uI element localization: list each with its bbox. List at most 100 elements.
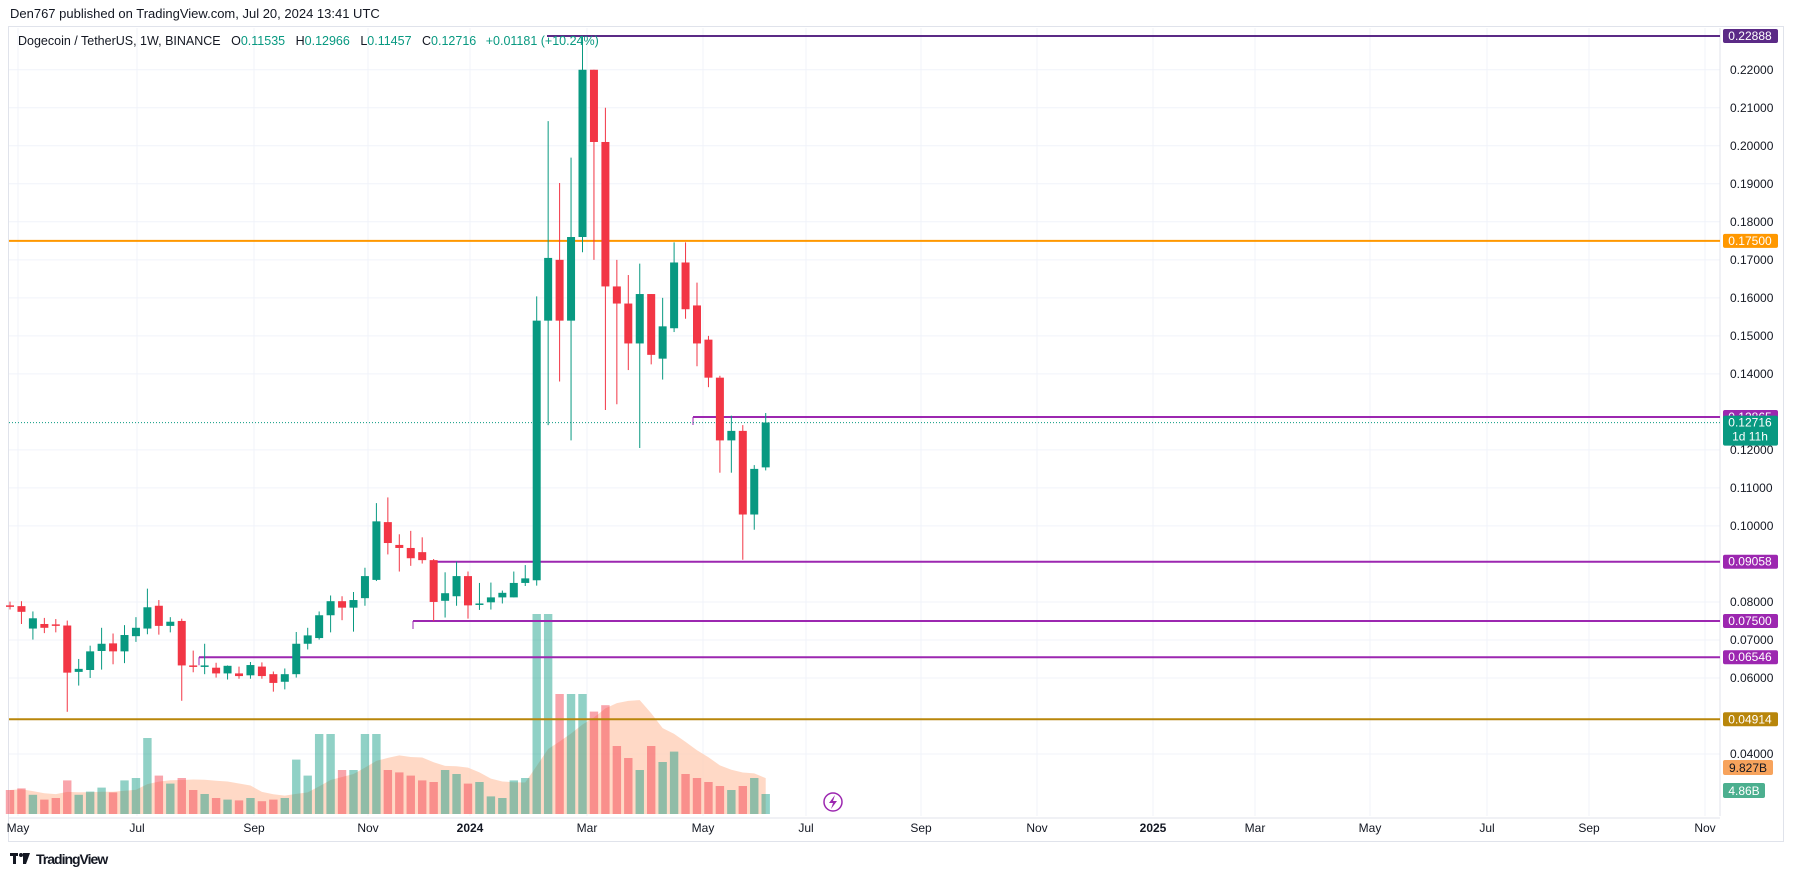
candle-body[interactable] bbox=[612, 286, 621, 304]
candle-body[interactable] bbox=[715, 377, 724, 441]
candle-body[interactable] bbox=[109, 643, 118, 652]
volume-bar[interactable] bbox=[452, 774, 461, 814]
volume-bar[interactable] bbox=[234, 800, 244, 814]
volume-bar[interactable] bbox=[647, 746, 656, 814]
volume-bar[interactable] bbox=[669, 751, 679, 814]
volume-bar[interactable] bbox=[761, 794, 770, 814]
candle-body[interactable] bbox=[212, 667, 221, 674]
volume-bar[interactable] bbox=[475, 782, 484, 814]
volume-bar[interactable] bbox=[440, 770, 450, 814]
candle-body[interactable] bbox=[647, 294, 656, 355]
candle-body[interactable] bbox=[6, 605, 14, 607]
candle-body[interactable] bbox=[567, 237, 576, 321]
candle-body[interactable] bbox=[143, 607, 152, 629]
volume-bar[interactable] bbox=[326, 734, 335, 814]
volume-bar[interactable] bbox=[521, 778, 530, 814]
volume-bar[interactable] bbox=[395, 772, 404, 814]
volume-bar[interactable] bbox=[566, 694, 576, 814]
level-price-tag[interactable] bbox=[1723, 233, 1778, 248]
candle-body[interactable] bbox=[200, 665, 209, 667]
volume-bar[interactable] bbox=[555, 694, 564, 814]
volume-bar[interactable] bbox=[658, 762, 667, 814]
volume-bar[interactable] bbox=[418, 780, 427, 814]
candle-body[interactable] bbox=[452, 576, 461, 597]
volume-bar[interactable] bbox=[589, 711, 599, 814]
candle-body[interactable] bbox=[235, 673, 243, 677]
volume-bar[interactable] bbox=[177, 778, 186, 814]
candle-body[interactable] bbox=[509, 582, 518, 598]
candle-body[interactable] bbox=[86, 651, 95, 670]
volume-bar[interactable] bbox=[727, 790, 736, 814]
volume-bar[interactable] bbox=[292, 759, 301, 814]
volume-bar[interactable] bbox=[486, 796, 496, 814]
candle-body[interactable] bbox=[475, 603, 484, 605]
volume-bar[interactable] bbox=[63, 780, 72, 814]
level-price-tag[interactable] bbox=[1723, 650, 1778, 665]
volume-bar[interactable] bbox=[360, 734, 370, 814]
volume-bar[interactable] bbox=[211, 798, 221, 814]
candle-body[interactable] bbox=[727, 430, 736, 441]
volume-bar[interactable] bbox=[143, 738, 152, 814]
candle-body[interactable] bbox=[681, 262, 690, 310]
volume-bar[interactable] bbox=[189, 790, 198, 814]
footer-brand[interactable]: TradingView bbox=[10, 851, 108, 867]
volume-bar[interactable] bbox=[97, 787, 106, 814]
candle-body[interactable] bbox=[429, 560, 438, 602]
candle-body[interactable] bbox=[544, 257, 553, 321]
candle-body[interactable] bbox=[349, 600, 358, 608]
candle-body[interactable] bbox=[498, 592, 507, 598]
volume-bar[interactable] bbox=[120, 780, 129, 814]
candle-body[interactable] bbox=[246, 665, 255, 676]
candle-body[interactable] bbox=[635, 294, 644, 344]
candle-body[interactable] bbox=[360, 576, 369, 599]
volume-bar[interactable] bbox=[303, 775, 312, 814]
candle-body[interactable] bbox=[97, 643, 106, 651]
volume-bar[interactable] bbox=[624, 758, 633, 814]
candle-body[interactable] bbox=[406, 547, 415, 559]
volume-bar[interactable] bbox=[372, 734, 381, 814]
volume-bar[interactable] bbox=[131, 778, 141, 814]
candle-body[interactable] bbox=[166, 621, 175, 626]
candle-body[interactable] bbox=[338, 601, 347, 608]
volume-bar[interactable] bbox=[498, 798, 507, 814]
candle-body[interactable] bbox=[658, 326, 667, 359]
candle-body[interactable] bbox=[28, 618, 37, 629]
candle-body[interactable] bbox=[693, 305, 701, 344]
candle-body[interactable] bbox=[189, 665, 198, 667]
candle-body[interactable] bbox=[372, 521, 381, 580]
volume-bar[interactable] bbox=[692, 778, 702, 814]
candle-body[interactable] bbox=[486, 597, 495, 603]
volume-bar[interactable] bbox=[738, 786, 747, 814]
candle-body[interactable] bbox=[704, 339, 713, 378]
candle-body[interactable] bbox=[303, 635, 312, 644]
candle-body[interactable] bbox=[521, 578, 530, 583]
volume-bar[interactable] bbox=[85, 791, 95, 814]
volume-bar[interactable] bbox=[543, 614, 553, 814]
volume-bar[interactable] bbox=[509, 780, 518, 814]
volume-bar[interactable] bbox=[108, 792, 118, 814]
volume-bar[interactable] bbox=[704, 782, 713, 814]
candle-body[interactable] bbox=[315, 615, 324, 639]
candle-body[interactable] bbox=[280, 674, 289, 682]
volume-bar[interactable] bbox=[750, 778, 759, 814]
candle-body[interactable] bbox=[589, 69, 598, 142]
volume-bar[interactable] bbox=[463, 783, 473, 814]
candle-body[interactable] bbox=[395, 544, 404, 548]
volume-bar[interactable] bbox=[406, 775, 415, 814]
level-price-tag[interactable] bbox=[1723, 29, 1778, 43]
volume-bar[interactable] bbox=[154, 775, 164, 814]
volume-bar[interactable] bbox=[51, 798, 60, 814]
volume-bar[interactable] bbox=[337, 770, 347, 814]
candle-body[interactable] bbox=[670, 262, 679, 329]
candle-body[interactable] bbox=[761, 422, 770, 468]
candle-body[interactable] bbox=[750, 468, 759, 515]
volume-bar[interactable] bbox=[601, 705, 610, 814]
candle-body[interactable] bbox=[532, 320, 541, 581]
candle-body[interactable] bbox=[17, 606, 26, 612]
candle-body[interactable] bbox=[154, 605, 163, 626]
candle-body[interactable] bbox=[51, 624, 60, 626]
volume-bar[interactable] bbox=[269, 799, 278, 814]
volume-bar[interactable] bbox=[223, 799, 232, 814]
volume-bar[interactable] bbox=[200, 794, 209, 814]
